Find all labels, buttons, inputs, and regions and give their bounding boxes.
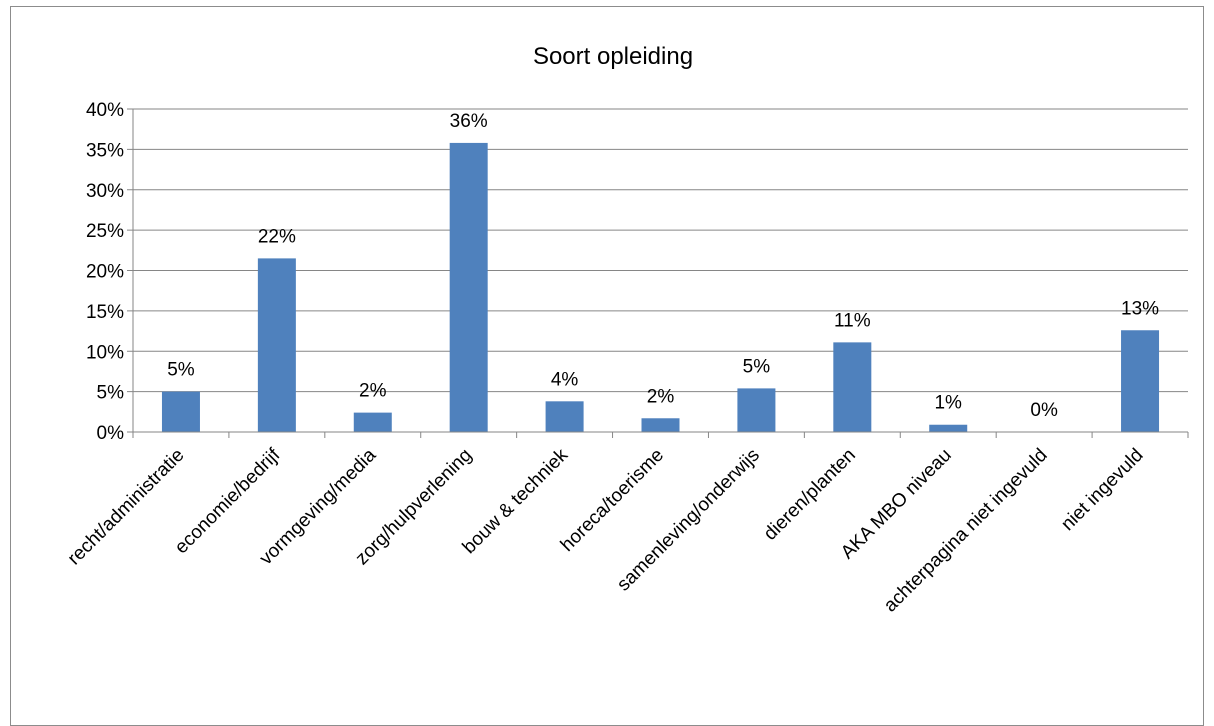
category-label: bouw & techniek (459, 444, 573, 558)
bar-chart: Soort opleiding 0% 5% 10% 15% 20% 25% 30% 35% 40… (64, 43, 1189, 616)
chart-frame (10, 6, 1204, 726)
data-label: 11% (834, 310, 871, 331)
category-label: achterpagina niet ingevuld (880, 445, 1052, 617)
data-label: 13% (1121, 298, 1159, 319)
bar (929, 424, 968, 432)
category-label: recht/administratie (64, 445, 189, 570)
y-tick-label: 25% (86, 221, 124, 242)
y-tick-label: 10% (86, 342, 124, 363)
data-label: 5% (167, 360, 195, 381)
bar (449, 142, 488, 433)
data-label: 5% (743, 356, 771, 377)
y-tick-label: 20% (86, 262, 124, 283)
bar (833, 342, 872, 432)
data-label: 22% (258, 226, 296, 247)
data-label: 2% (359, 381, 387, 402)
data-label: 0% (1030, 400, 1058, 421)
data-label: 1% (934, 393, 962, 414)
chart-title: Soort opleiding (533, 43, 693, 70)
data-label: 2% (647, 386, 675, 407)
y-tick-label: 15% (86, 302, 124, 323)
y-tick-label: 30% (86, 181, 124, 202)
bar (1121, 330, 1160, 432)
category-label: horeca/toerisme (557, 445, 668, 556)
data-labels: 5% 22% 2% 36% 4% 2% 5% 11% 1% 0% 13% (167, 111, 1159, 421)
data-label: 36% (450, 111, 488, 132)
data-label: 4% (551, 369, 579, 390)
y-tick-label: 35% (86, 140, 124, 161)
bar (257, 258, 296, 432)
bar (737, 388, 776, 432)
category-label: niet ingevuld (1057, 445, 1147, 535)
y-tick-label: 40% (86, 100, 124, 121)
bar (353, 412, 392, 432)
y-tick-label: 5% (97, 383, 125, 404)
bars (161, 142, 1160, 433)
x-axis (132, 431, 1189, 438)
bar (545, 401, 584, 432)
y-tick-label: 0% (97, 423, 125, 444)
category-label: dieren/planten (760, 445, 860, 545)
bar (641, 418, 680, 432)
bar (161, 391, 200, 432)
y-axis-ticks: 0% 5% 10% 15% 20% 25% 30% 35% 40% (86, 100, 134, 444)
category-labels: recht/administratieeconomie/bedrijfvormg… (64, 444, 1148, 616)
